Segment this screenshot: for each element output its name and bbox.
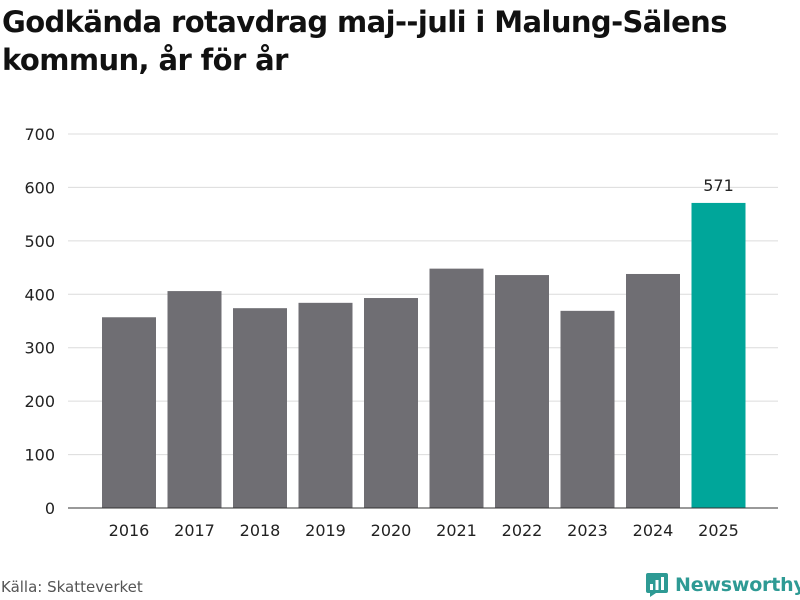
x-tick-label: 2020 [371,521,412,540]
y-tick-label: 0 [45,499,55,518]
x-tick-label: 2022 [502,521,543,540]
bar-2017 [167,291,222,508]
x-tick-label: 2016 [109,521,150,540]
x-tick-label: 2024 [633,521,674,540]
newsworthy-logo-icon [646,573,668,597]
data-labels: 571 [703,176,734,195]
y-tick-label: 700 [24,125,55,144]
x-tick-label: 2017 [174,521,215,540]
x-tick-label: 2019 [305,521,346,540]
x-tick-label: 2018 [240,521,281,540]
bar-2024 [626,273,680,508]
y-axis-ticks: 0 100 200 300 400 500 600 700 [24,125,55,518]
data-label: 571 [703,176,734,195]
y-tick-label: 400 [24,285,55,304]
bar-2023 [560,310,615,508]
chart-title: Godkända rotavdrag maj--juli i Malung-Sä… [2,5,727,77]
bar-2020 [364,298,418,508]
y-tick-label: 100 [24,446,55,465]
bar-2022 [495,275,549,508]
bar-2019 [298,302,353,508]
bar-2025 [691,202,746,508]
x-tick-label: 2023 [567,521,608,540]
bar-2018 [233,308,287,508]
y-tick-label: 300 [24,339,55,358]
bar-2016 [102,317,156,508]
bar-2021 [429,268,484,508]
brand-logo: Newsworthy [645,570,800,600]
y-tick-label: 200 [24,392,55,411]
x-axis-ticks: 2016 2017 2018 2019 2020 2021 2022 2023 2024 2025 [109,521,739,540]
bars [102,202,746,508]
x-tick-label: 2021 [436,521,477,540]
y-tick-label: 500 [24,232,55,251]
brand-name: Newsworthy [675,574,800,596]
x-tick-label: 2025 [698,521,739,540]
source-note: Källa: Skatteverket [1,578,143,596]
y-tick-label: 600 [24,178,55,197]
